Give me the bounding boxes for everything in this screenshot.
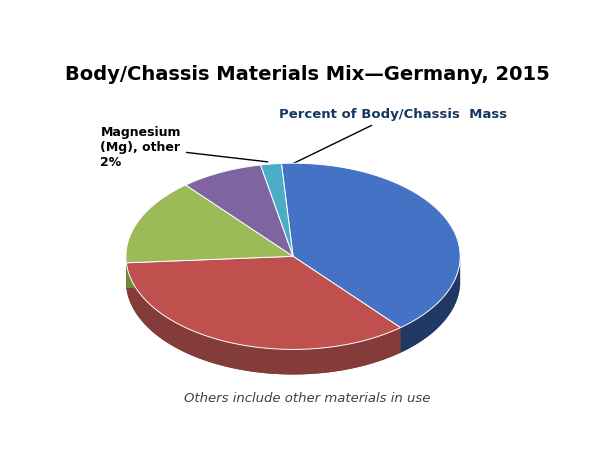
Polygon shape [126,263,401,374]
Polygon shape [293,256,401,352]
Polygon shape [293,281,460,352]
Polygon shape [126,256,293,288]
Polygon shape [186,165,293,256]
Polygon shape [282,163,460,328]
Text: HS/AHS Steel
35%: HS/AHS Steel 35% [213,287,306,315]
Text: Aluminum (Al)
15%: Aluminum (Al) 15% [147,220,248,248]
Text: CFRP
8%: CFRP 8% [226,185,262,213]
Polygon shape [126,281,401,374]
Text: Body/Chassis Materials Mix—Germany, 2015: Body/Chassis Materials Mix—Germany, 2015 [65,65,549,84]
Text: Magnesium
(Mg), other
2%: Magnesium (Mg), other 2% [101,126,268,169]
Polygon shape [126,185,293,263]
Text: Others include other materials in use: Others include other materials in use [184,392,430,405]
Polygon shape [126,281,293,288]
Polygon shape [126,256,293,288]
Polygon shape [293,256,401,352]
Text: Percent of Body/Chassis  Mass: Percent of Body/Chassis Mass [276,108,507,172]
Polygon shape [126,256,401,349]
Polygon shape [401,258,460,352]
Text: Mild Steel
40%: Mild Steel 40% [348,222,418,250]
Polygon shape [261,163,293,256]
